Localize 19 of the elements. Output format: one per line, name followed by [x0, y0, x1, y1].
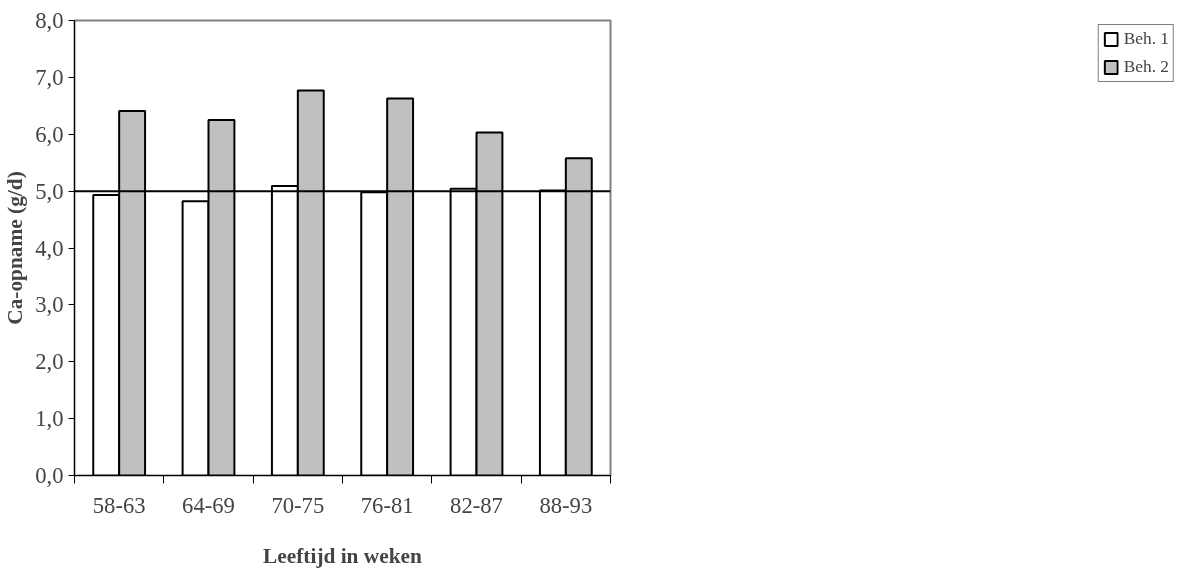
y-axis-title: Ca-opname (g/d): [3, 171, 28, 325]
legend-label: Beh. 1: [1123, 29, 1169, 49]
y-tick-label: 4,0: [35, 235, 64, 261]
x-tick-label: 64-69: [182, 492, 235, 518]
x-tick-label: 70-75: [271, 492, 325, 518]
y-tick-label: 2,0: [35, 349, 64, 375]
x-tick-label: 58-63: [92, 492, 146, 518]
x-tick-label: 88-93: [539, 492, 593, 518]
legend-label: Beh. 2: [1123, 57, 1169, 77]
y-tick-label: 3,0: [35, 292, 64, 318]
y-tick-label: 8,0: [35, 8, 64, 33]
y-tick-label: 0,0: [35, 463, 64, 488]
y-tick-label: 5,0: [35, 178, 64, 204]
x-tick-label: 82-87: [450, 492, 503, 518]
y-tick-label: 1,0: [35, 406, 64, 432]
x-tick-label: 76-81: [360, 492, 414, 518]
x-axis-title: Leeftijd in weken: [263, 543, 423, 568]
y-tick-label: 7,0: [35, 64, 64, 90]
y-tick-label: 6,0: [35, 121, 64, 147]
